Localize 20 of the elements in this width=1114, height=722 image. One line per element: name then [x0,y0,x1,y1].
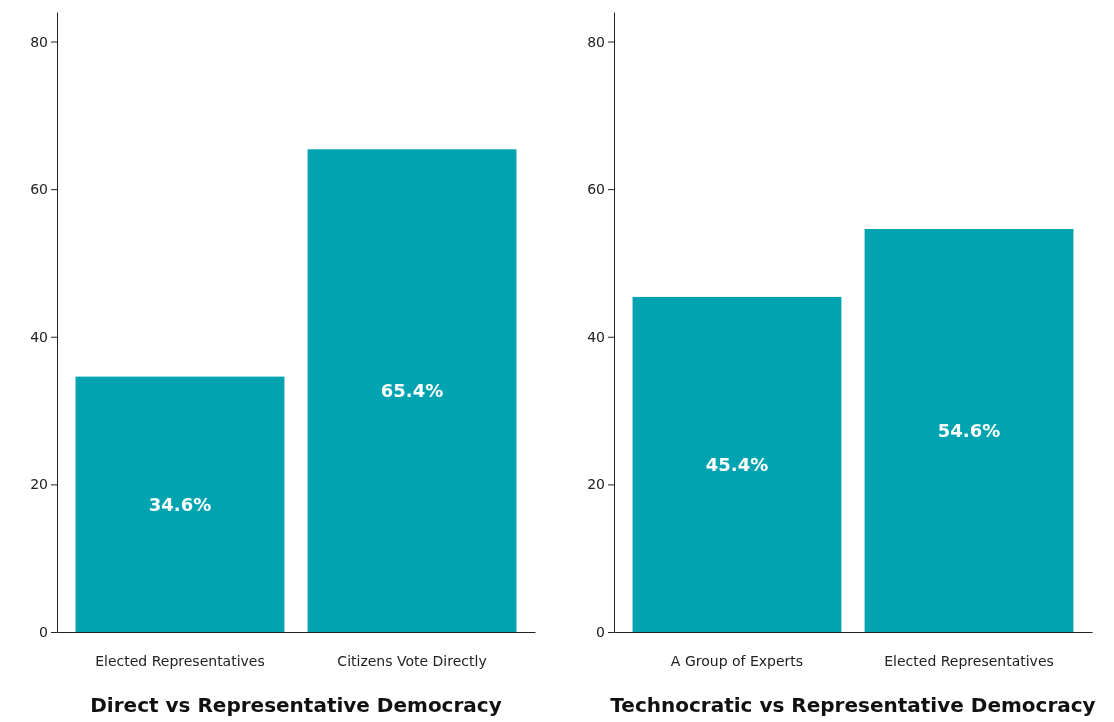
y-tick-label: 40 [587,328,605,345]
y-tick-label: 80 [30,33,48,50]
x-tick-label: A Group of Experts [670,652,804,669]
y-tick-label: 20 [587,476,605,493]
data-label: 34.6% [148,493,212,515]
x-tick-label: Citizens Vote Directly [337,652,487,669]
x-axis-title: Technocratic vs Representative Democracy [610,693,1096,717]
y-tick-label: 60 [30,181,48,198]
x-tick-label: Elected Representatives [95,652,265,669]
y-tick-label: 60 [587,181,605,198]
data-label: 54.6% [937,419,1001,441]
x-tick-label: Elected Representatives [884,652,1054,669]
y-tick-label: 80 [587,33,605,50]
y-tick-label: 0 [596,623,605,640]
x-axis-title: Direct vs Representative Democracy [90,693,502,717]
data-label: 45.4% [705,453,769,475]
y-tick-label: 40 [30,328,48,345]
y-tick-label: 20 [30,476,48,493]
y-tick-label: 0 [39,623,48,640]
data-label: 65.4% [380,379,444,401]
